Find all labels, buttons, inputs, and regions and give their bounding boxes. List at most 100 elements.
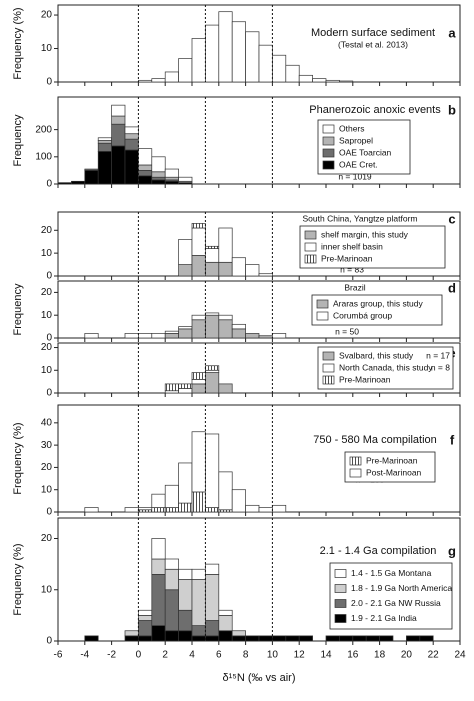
bar (138, 609, 153, 616)
legend-label: inner shelf basin (321, 241, 383, 251)
bar (111, 104, 126, 117)
legend-label: 1.8 - 1.9 Ga North America (351, 583, 452, 593)
x-tick-label: 10 (267, 650, 279, 661)
panel-frame (57, 342, 461, 394)
bar (312, 78, 327, 83)
legend-label: Corumbá group (333, 310, 392, 320)
bar (339, 635, 354, 642)
panel-title: Modern surface sediment (311, 27, 435, 39)
bar (164, 558, 179, 570)
bar (191, 255, 206, 277)
bar (138, 635, 153, 642)
bar (218, 227, 233, 263)
bar (178, 462, 193, 504)
y-tick-label: 10 (41, 43, 53, 54)
panel-frame (57, 96, 461, 185)
bar (419, 635, 434, 642)
bar (218, 609, 233, 616)
bar (84, 333, 99, 339)
bar (231, 328, 246, 339)
panel-title: Phanerozoic anoxic events (309, 104, 441, 116)
y-tick-label: 200 (35, 124, 52, 135)
legend-swatch (322, 351, 335, 361)
bar (178, 328, 193, 339)
bar (178, 239, 193, 265)
panel-title: 2.1 - 1.4 Ga compilation (320, 545, 437, 557)
bar (138, 620, 153, 637)
bar (57, 182, 72, 185)
bar (205, 372, 220, 394)
bar (191, 383, 206, 394)
bar (285, 635, 300, 642)
bar (178, 630, 193, 642)
legend-label: 1.4 - 1.5 Ga Montana (351, 568, 432, 578)
legend-swatch (349, 468, 362, 478)
legend-label: Sapropel (339, 135, 373, 145)
legend-swatch (316, 311, 329, 321)
bar (258, 635, 273, 642)
bar (138, 164, 153, 171)
legend-label: Others (339, 123, 365, 133)
x-tick-label: 16 (347, 650, 359, 661)
bar (138, 175, 153, 185)
y-tick-label: 10 (41, 484, 53, 495)
bar (205, 245, 220, 249)
bar (164, 333, 179, 339)
bar (205, 574, 220, 621)
y-tick-label: 20 (41, 225, 53, 236)
bar (71, 180, 86, 185)
legend-label: OAE Cret. (339, 159, 378, 169)
bar (231, 323, 246, 330)
bar (191, 227, 206, 256)
legend-label: Araras group, this study (333, 298, 424, 308)
bar (325, 79, 340, 83)
bar (164, 176, 179, 181)
bar (111, 145, 126, 185)
bar (218, 630, 233, 642)
bar (218, 11, 233, 83)
y-axis-label: Frequency (12, 114, 24, 166)
bar (205, 433, 220, 508)
legend-swatch (334, 569, 347, 578)
bar (205, 507, 220, 513)
y-tick-label: 100 (35, 151, 52, 162)
bar (97, 151, 112, 185)
bar (178, 579, 193, 611)
legend-swatch (334, 599, 347, 608)
bar (178, 502, 193, 513)
bar (124, 333, 139, 339)
y-tick-label: 20 (41, 10, 53, 21)
bar (84, 635, 99, 642)
bar (164, 330, 179, 334)
y-tick-label: 0 (46, 271, 52, 282)
x-tick-label: 20 (401, 650, 413, 661)
bar (138, 615, 153, 621)
y-tick-label: 20 (41, 287, 53, 298)
x-tick-label: 0 (136, 650, 142, 661)
x-tick-label: 4 (189, 650, 195, 661)
x-tick-label: -4 (80, 650, 89, 661)
bar (151, 78, 166, 83)
bar (205, 24, 220, 83)
y-tick-label: 0 (46, 507, 52, 518)
legend-label: 1.9 - 2.1 Ga India (351, 613, 417, 623)
legend-label: North Canada, this study (339, 362, 433, 372)
x-tick-label: 2 (162, 650, 168, 661)
bar (138, 79, 153, 83)
bar (272, 504, 287, 513)
legend-label: Post-Marinoan (366, 467, 422, 477)
bar (258, 44, 273, 83)
bar (218, 314, 233, 321)
bar (205, 248, 220, 263)
bar (191, 319, 206, 339)
bar (218, 471, 233, 511)
bar (258, 507, 273, 513)
bar (111, 123, 126, 147)
panel-title: South China, Yangtze platform (303, 213, 418, 223)
bar (164, 383, 179, 392)
bar (325, 635, 340, 642)
bar (84, 168, 99, 171)
bar (178, 609, 193, 632)
bar (272, 333, 287, 339)
